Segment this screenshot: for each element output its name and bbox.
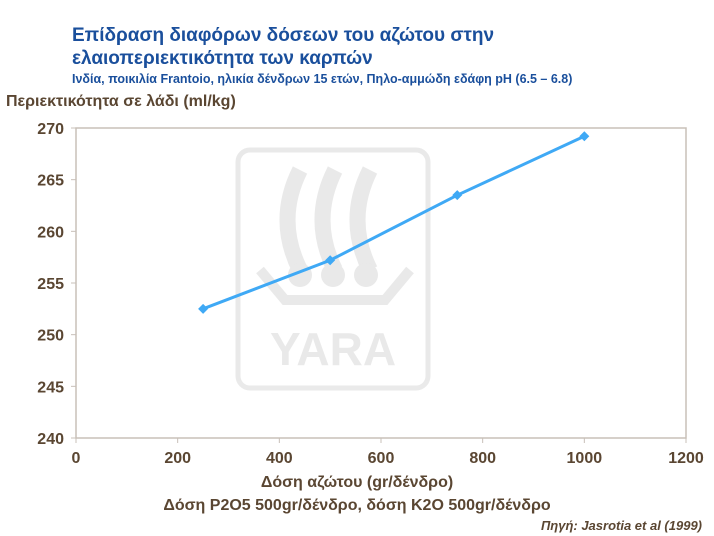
- x-tick-label: 1000: [567, 450, 603, 467]
- y-tick-label: 250: [37, 328, 64, 345]
- data-point: [198, 303, 209, 314]
- yara-watermark-logo: YARA: [235, 147, 431, 391]
- y-tick-label: 240: [37, 431, 64, 448]
- source-note: Πηγή: Jasrotia et al (1999): [540, 518, 702, 533]
- chart-title: Επίδραση διαφόρων δόσεων του αζώτου στην: [72, 25, 495, 46]
- plot-area: [75, 127, 687, 439]
- x-axis-label: Δόση αζώτου (gr/δένδρο): [260, 474, 454, 491]
- x-tick-label: 0: [72, 450, 81, 467]
- data-point: [325, 255, 336, 266]
- y-tick-label: 245: [37, 379, 64, 396]
- x-tick-label: 1200: [668, 450, 704, 467]
- x-tick-label: 200: [164, 450, 191, 467]
- chart-title-line2: ελαιοπεριεκτικότητα των καρπών: [72, 48, 373, 69]
- x-tick-label: 400: [266, 450, 293, 467]
- y-tick-label: 260: [37, 224, 64, 241]
- data-point: [452, 190, 463, 201]
- y-axis-label: Περιεκτικότητα σε λάδι (ml/kg): [6, 93, 236, 110]
- chart-subtitle: Ινδία, ποικιλία Frantoio, ηλικία δένδρων…: [72, 72, 573, 86]
- y-tick-label: 270: [37, 121, 64, 138]
- y-tick-label: 255: [37, 276, 64, 293]
- x-axis-note: Δόση P2O5 500gr/δένδρο, δόση K2O 500gr/δ…: [163, 497, 551, 514]
- series-line: [202, 134, 585, 311]
- y-tick-label: 265: [37, 173, 64, 190]
- watermark-text: YARA: [270, 323, 396, 375]
- x-tick-label: 600: [368, 450, 395, 467]
- x-tick-label: 800: [469, 450, 496, 467]
- data-point: [579, 131, 590, 142]
